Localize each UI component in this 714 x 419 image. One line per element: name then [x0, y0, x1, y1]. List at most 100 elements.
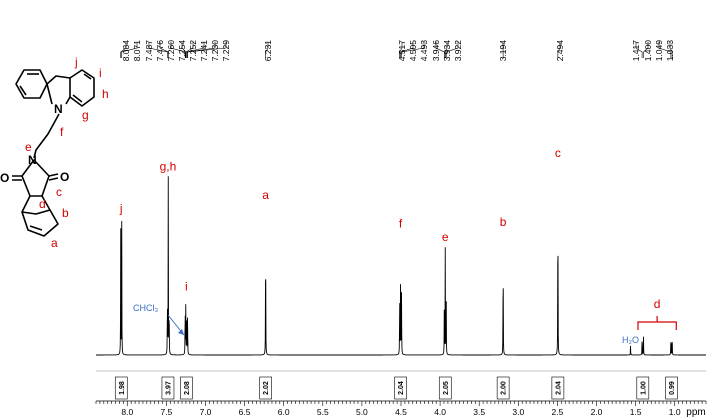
- peak-label-connector: [435, 42, 445, 58]
- peak-value-label: 7.476: [155, 40, 165, 62]
- peak-label-connector: [557, 42, 561, 58]
- peak-value-label: 1.400: [643, 40, 653, 62]
- carbazole-five-ring: [46, 75, 71, 105]
- integral-value: 2.05: [443, 381, 450, 395]
- assignment-label-layer: j g,h i a f e b c d CHCl₃ H₂O: [119, 146, 677, 345]
- peak-label-connector: [186, 42, 205, 58]
- structure-label-c: c: [56, 185, 62, 199]
- peak-value-label: 7.229: [221, 40, 231, 62]
- peak-assignment-j: j: [119, 201, 123, 215]
- integral-value: 0.99: [669, 381, 676, 395]
- x-tick-label: 6.5: [239, 407, 251, 417]
- peak-value-label: 4.517: [397, 40, 407, 62]
- structure-label-b: b: [62, 206, 69, 220]
- peak-value-label: 7.254: [177, 40, 187, 62]
- integral-box: [438, 376, 452, 400]
- peak-label-connector: [148, 42, 168, 58]
- peak-assignment-i: i: [185, 280, 188, 294]
- structure-label-j: j: [74, 55, 78, 69]
- peak-label-connector: [170, 42, 186, 58]
- integral-box: [161, 376, 175, 400]
- integral-value: 3.97: [165, 381, 172, 395]
- structure-label-d: d: [39, 197, 46, 211]
- peak-label-connector: [401, 42, 425, 58]
- structure-label-e: e: [25, 140, 32, 154]
- x-tick-label: 2.0: [591, 407, 603, 417]
- x-tick-label: 8.0: [121, 407, 133, 417]
- integral-value: 1.98: [119, 381, 126, 395]
- peak-value-label: 1.417: [631, 40, 641, 62]
- ppm-axis: 8.0 7.5 7.0 6.5 6.0 5.5 5.0 4.5 4.0 3.5 3.0 2.5 2.0 1…: [95, 400, 707, 418]
- x-tick-label: 4.0: [434, 407, 446, 417]
- x-tick-label: 2.5: [551, 407, 563, 417]
- integral-value: 2.00: [501, 381, 508, 395]
- x-tick-label: 6.0: [278, 407, 290, 417]
- peak-assignment-g-h: g,h: [160, 159, 177, 173]
- x-tick-label: 5.0: [356, 407, 368, 417]
- ethyl-linker: [33, 113, 60, 159]
- nitrogen-imide: N: [28, 153, 37, 167]
- d-bracket: [637, 316, 677, 330]
- carbazole-right-ring-inner-bond-1: [83, 73, 92, 80]
- peak-value-label: 3.946: [431, 40, 441, 62]
- peak-label-connector: [185, 42, 194, 58]
- structure-label-a: a: [51, 236, 58, 250]
- x-tick-label: 7.5: [160, 407, 172, 417]
- oxygen-left: O: [0, 171, 9, 185]
- structure-label-i: i: [99, 66, 102, 80]
- peak-assignment-f: f: [399, 217, 403, 231]
- structure-label-h: h: [102, 87, 109, 101]
- peak-value-label: 7.230: [210, 40, 220, 62]
- water-annotation: H₂O: [622, 335, 639, 345]
- structure-label-g: g: [82, 108, 89, 122]
- peak-value-label: 3.934: [442, 40, 452, 62]
- integral-box: [551, 376, 565, 400]
- peak-value-label: 8.071: [132, 40, 142, 62]
- integral-layer: 1.98 3.97 2.08 2.02 2.04 2.05 2.00 2.04 1.00 0.99: [96, 370, 706, 400]
- peak-label-connector: [400, 42, 414, 58]
- peak-value-label: 4.505: [408, 40, 418, 62]
- x-tick-label: 3.5: [473, 407, 485, 417]
- peak-value-label: 8.084: [121, 40, 131, 62]
- peak-label-connector: [643, 42, 649, 58]
- integral-value: 2.02: [263, 381, 270, 395]
- spectrum-trace: [96, 176, 706, 356]
- x-axis-label: ppm: [686, 407, 705, 418]
- peak-label-connector: [444, 42, 448, 58]
- peak-assignment-d: d: [654, 297, 661, 311]
- integral-box: [636, 376, 650, 400]
- peak-label-connector: [658, 42, 672, 58]
- peak-label-connector: [187, 42, 227, 58]
- chemical-structure: N N O O j i h g f e c d b a: [0, 55, 109, 250]
- norbornene-cage: [21, 195, 59, 237]
- spectrum-trace-layer: [96, 176, 706, 356]
- integral-box: [496, 376, 510, 400]
- peak-value-label: 7.487: [144, 40, 154, 62]
- peak-label-connector: [399, 42, 403, 58]
- carbazole-right-ring: [69, 69, 95, 107]
- x-tick-label: 1.0: [669, 407, 681, 417]
- norbornene-double-bond: [29, 225, 43, 231]
- carbonyl-left: [12, 175, 22, 181]
- x-tick-label: 1.5: [630, 407, 642, 417]
- integral-value: 1.00: [640, 381, 647, 395]
- integral-box: [665, 376, 678, 400]
- peak-label-connector: [445, 42, 459, 58]
- x-tick-label: 4.5: [395, 407, 407, 417]
- integral-value: 2.08: [184, 381, 191, 395]
- peak-label-connector: [121, 42, 138, 58]
- x-tick-label: 3.0: [512, 407, 524, 417]
- oxygen-right: O: [60, 170, 69, 184]
- peak-value-label: 6.231: [263, 40, 273, 62]
- peak-assignment-a: a: [262, 188, 269, 202]
- peak-value-label: 1.033: [665, 40, 675, 62]
- peak-assignment-b: b: [500, 215, 507, 229]
- integral-box: [259, 376, 272, 400]
- carbonyl-right: [48, 173, 59, 181]
- peak-label-connector: [265, 42, 269, 58]
- carbazole-right-ring-inner-bond-2: [72, 94, 83, 103]
- peak-assignment-e: e: [442, 230, 449, 244]
- structure-label-f: f: [60, 125, 64, 139]
- peak-label-connector: [635, 42, 643, 58]
